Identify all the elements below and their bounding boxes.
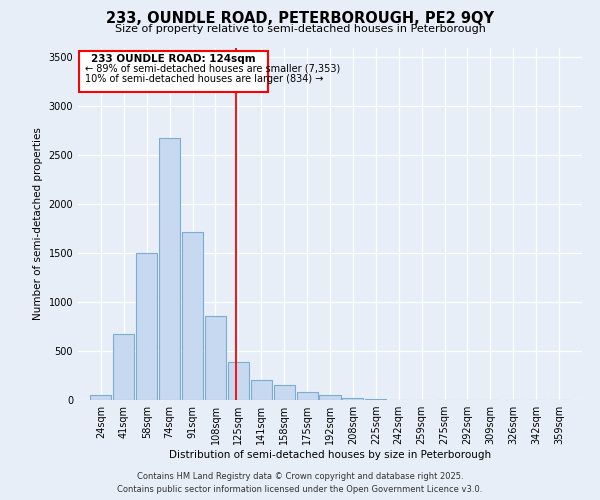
Bar xyxy=(228,362,249,400)
X-axis label: Distribution of semi-detached houses by size in Peterborough: Distribution of semi-detached houses by … xyxy=(169,450,491,460)
Bar xyxy=(136,253,157,400)
Bar xyxy=(343,398,364,400)
Bar xyxy=(319,395,341,400)
Bar xyxy=(182,232,203,400)
Text: 233, OUNDLE ROAD, PETERBOROUGH, PE2 9QY: 233, OUNDLE ROAD, PETERBOROUGH, PE2 9QY xyxy=(106,11,494,26)
Bar xyxy=(365,399,386,400)
Bar xyxy=(274,386,295,400)
Text: ← 89% of semi-detached houses are smaller (7,353): ← 89% of semi-detached houses are smalle… xyxy=(85,63,340,73)
Bar xyxy=(159,138,180,400)
Bar xyxy=(91,395,112,400)
Text: Contains HM Land Registry data © Crown copyright and database right 2025.
Contai: Contains HM Land Registry data © Crown c… xyxy=(118,472,482,494)
FancyBboxPatch shape xyxy=(79,52,268,92)
Bar xyxy=(113,334,134,400)
Bar xyxy=(296,392,317,400)
Y-axis label: Number of semi-detached properties: Number of semi-detached properties xyxy=(33,128,43,320)
Text: 233 OUNDLE ROAD: 124sqm: 233 OUNDLE ROAD: 124sqm xyxy=(91,54,256,64)
Text: Size of property relative to semi-detached houses in Peterborough: Size of property relative to semi-detach… xyxy=(115,24,485,34)
Bar xyxy=(205,316,226,400)
Text: 10% of semi-detached houses are larger (834) →: 10% of semi-detached houses are larger (… xyxy=(85,74,323,84)
Bar xyxy=(251,380,272,400)
